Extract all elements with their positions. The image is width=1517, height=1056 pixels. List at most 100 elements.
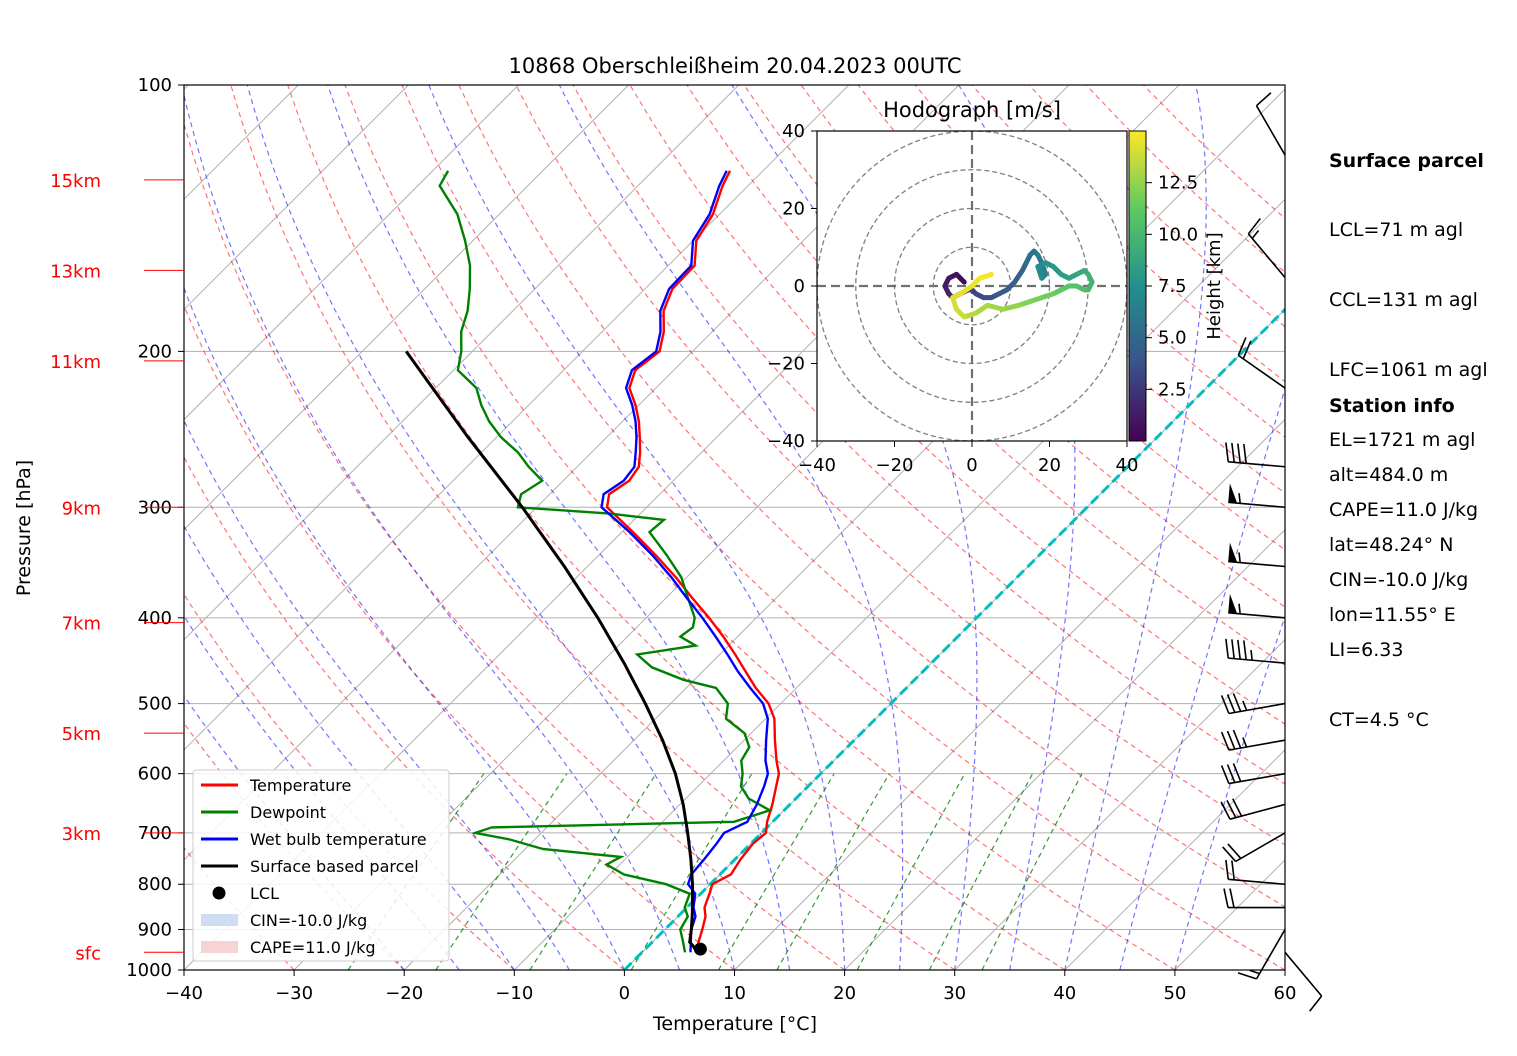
surface-parcel-panel: Surface parcel LCL=71 m agl CCL=131 m ag… (1329, 103, 1488, 755)
legend-label: CAPE=11.0 J/kg (250, 938, 376, 957)
wind-barb-half (1251, 229, 1260, 239)
hodograph-x-tick-label: 0 (966, 455, 977, 476)
dry-adiabat-line (184, 722, 405, 970)
surface-parcel-cape: CAPE=11.0 J/kg (1329, 499, 1479, 522)
wind-barb-full (1231, 860, 1235, 880)
dry-adiabat-line (572, 85, 1285, 785)
wind-barb-full (1237, 639, 1241, 660)
wind-barb-staff (1228, 772, 1286, 785)
height-label: 15km (50, 171, 101, 192)
mixing-ratio-line (435, 773, 568, 970)
height-label: 7km (62, 614, 101, 635)
isotherm-line (624, 308, 1285, 970)
height-label: sfc (75, 943, 101, 964)
legend-box (192, 769, 450, 962)
moist-adiabat-line (246, 85, 736, 970)
wind-barb (1225, 638, 1286, 664)
wind-barb-half (1238, 493, 1241, 504)
wind-barb (1220, 693, 1286, 715)
surface-parcel-ct: CT=4.5 °C (1329, 708, 1429, 731)
x-tick-label: 40 (1053, 983, 1076, 1004)
hodograph-x-tick-label: 40 (1116, 455, 1139, 476)
wind-barb-full (1227, 843, 1242, 859)
isotherm-line (844, 528, 1285, 970)
wind-barb-staff (1228, 460, 1286, 468)
dry-adiabat-line (401, 85, 1285, 970)
dry-adiabat-line (458, 85, 1285, 908)
hodograph-segment (977, 271, 994, 281)
x-tick-label: −40 (165, 983, 203, 1004)
wind-barb (1255, 92, 1286, 156)
wind-barb (1284, 951, 1323, 1012)
hodograph-x-tick-label: 20 (1038, 455, 1061, 476)
height-labels: 15km 13km 11km 9km 7km 5km 3km sfc (50, 171, 184, 964)
hodograph-x-tick-label: −20 (876, 455, 914, 476)
wind-barb-full (1220, 765, 1230, 784)
x-tick-label: 0 (619, 983, 630, 1004)
wind-barb-full (1225, 442, 1230, 462)
mixing-ratio-line (630, 773, 753, 970)
legend-label: Wet bulb temperature (250, 830, 427, 849)
moist-adiabat-line (327, 85, 791, 970)
wind-barb-half (1249, 969, 1260, 975)
axis-ticks: −40 −30 −20 −10 0 10 20 30 40 50 60100200300400500… (126, 75, 1296, 1004)
colorbar-tick-label: 5.0 (1158, 328, 1187, 349)
mixing-ratio-line (529, 773, 657, 970)
mixing-ratio-line (981, 773, 1083, 970)
surface-parcel-lfc: LFC=1061 m agl (1329, 359, 1488, 382)
wind-barbs (1220, 92, 1323, 1012)
wind-barb (1220, 763, 1286, 785)
dry-adiabat-line (230, 85, 956, 970)
dry-adiabat-line (184, 304, 735, 970)
hodograph-y-tick-label: −20 (767, 354, 805, 375)
wind-barb-full (1225, 859, 1230, 880)
parcel-line (404, 350, 699, 954)
wind-barb-staff (1228, 501, 1286, 509)
series-lines (404, 170, 781, 956)
wind-barb (1220, 729, 1286, 751)
wind-barb-full (1223, 888, 1229, 908)
wind-barb-staff (1237, 354, 1286, 389)
wind-barb-full (1226, 694, 1236, 713)
wind-barb-half (1238, 603, 1241, 614)
moist-adiabat-line (1119, 386, 1285, 970)
wind-barb-full (1237, 972, 1257, 980)
moist-adiabat-line (958, 85, 1076, 970)
wind-barb-full (1232, 729, 1242, 749)
station-info-heading: Station info (1329, 394, 1455, 417)
hodograph-segment (985, 302, 1006, 312)
mixing-ratio-line (776, 773, 890, 970)
wind-barb-half (1250, 649, 1253, 661)
wind-barb (1225, 859, 1286, 886)
hodograph-y-tick-label: −40 (767, 431, 805, 452)
legend-swatch (201, 914, 238, 926)
y-tick-label: 400 (138, 608, 172, 629)
wind-barb-staff (1247, 233, 1286, 278)
wind-barb-full (1229, 888, 1235, 908)
x-tick-label: 60 (1274, 983, 1297, 1004)
wind-barb-full (1243, 443, 1247, 464)
station-info-lon: lon=11.55° E (1329, 604, 1456, 627)
wind-barb (1228, 542, 1286, 568)
wind-barb (1222, 832, 1286, 863)
wind-barb-full (1237, 443, 1241, 463)
dry-adiabat-line (287, 85, 1066, 970)
wind-barb-full (1247, 218, 1261, 235)
dry-adiabat-line (515, 85, 1285, 846)
x-tick-label: 10 (723, 983, 746, 1004)
legend-label: Surface based parcel (250, 857, 419, 876)
wind-barb-staff (1228, 739, 1286, 751)
wind-barb-full (1226, 764, 1236, 783)
y-tick-label: 200 (138, 341, 172, 362)
wind-barb-full (1255, 92, 1272, 107)
legend-label: Temperature (249, 776, 351, 795)
moist-adiabat-line (184, 419, 570, 970)
mixing-ratio-line (347, 773, 485, 970)
y-tick-label: 600 (138, 764, 172, 785)
station-info-lat: lat=48.24° N (1329, 534, 1454, 557)
dry-adiabat-line (184, 455, 625, 970)
hodograph-x-tick-label: −40 (798, 455, 836, 476)
wind-barb-flag (1228, 542, 1238, 563)
lcl-marker (693, 942, 707, 956)
x-tick-label: 30 (943, 983, 966, 1004)
